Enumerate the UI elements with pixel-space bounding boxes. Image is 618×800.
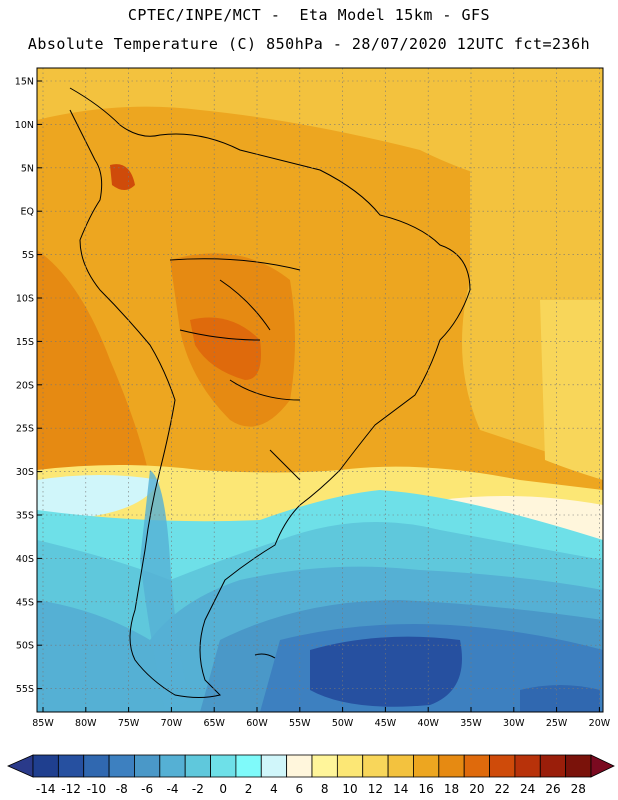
colorbar-under-arrow bbox=[7, 754, 34, 778]
lat-label: 15S bbox=[16, 337, 34, 348]
lat-label: 5N bbox=[21, 163, 34, 174]
colorbar-label: -2 bbox=[192, 782, 204, 796]
lon-label: 70W bbox=[161, 718, 183, 729]
lat-label: 40S bbox=[16, 554, 34, 565]
colorbar-label: -12 bbox=[61, 782, 81, 796]
colorbar-segment bbox=[463, 754, 490, 778]
colorbar-segment bbox=[260, 754, 288, 778]
colorbar-label: 22 bbox=[495, 782, 510, 796]
colorbar-label: 24 bbox=[520, 782, 535, 796]
colorbar-label: 14 bbox=[393, 782, 408, 796]
colorbar-segment bbox=[514, 754, 541, 778]
colorbar-segment bbox=[336, 754, 364, 778]
colorbar-label: 2 bbox=[245, 782, 253, 796]
colorbar-segment bbox=[32, 754, 59, 778]
colorbar-segment bbox=[565, 754, 592, 778]
lon-label: 20W bbox=[589, 718, 611, 729]
lon-label: 30W bbox=[503, 718, 525, 729]
colorbar-segment bbox=[83, 754, 110, 778]
lat-label: 20S bbox=[16, 380, 34, 391]
colorbar-label: 26 bbox=[545, 782, 560, 796]
colorbar-label: 16 bbox=[418, 782, 433, 796]
colorbar-label: 6 bbox=[295, 782, 303, 796]
colorbar-label: 18 bbox=[444, 782, 459, 796]
colorbar-segment bbox=[235, 754, 262, 778]
lat-label: 15N bbox=[15, 77, 34, 88]
colorbar-label: 20 bbox=[469, 782, 484, 796]
lat-label: 55S bbox=[16, 684, 34, 695]
lon-label: 40W bbox=[417, 718, 439, 729]
colorbar-segment bbox=[311, 754, 338, 778]
colorbar-label: -4 bbox=[167, 782, 179, 796]
colorbar-segment bbox=[210, 754, 237, 778]
lat-label: 50S bbox=[16, 641, 34, 652]
lat-label: EQ bbox=[21, 207, 34, 218]
colorbar-label: -6 bbox=[141, 782, 153, 796]
colorbar-segment bbox=[184, 754, 211, 778]
longitude-axis: 85W 80W 75W 70W 65W 60W 55W 50W 45W 40W 35W 30W 25W 2… bbox=[32, 707, 611, 729]
map-frame bbox=[36, 67, 604, 713]
lat-label: 10S bbox=[16, 294, 34, 305]
coastlines bbox=[69, 87, 471, 698]
colorbar-segment bbox=[413, 754, 440, 778]
lat-label: 35S bbox=[16, 511, 34, 522]
lon-label: 85W bbox=[32, 718, 54, 729]
lat-label: 30S bbox=[16, 467, 34, 478]
chart-title: CPTEC/INPE/MCT - Eta Model 15km - GFS bbox=[127, 6, 491, 24]
colorbar-label: 12 bbox=[368, 782, 383, 796]
lon-label: 75W bbox=[118, 718, 140, 729]
latitude-axis: 15N 10N 5N EQ 5S 10S 15S 20S 25S 30S 35S 40S 45S 50S 5… bbox=[15, 77, 42, 695]
lat-label: 5S bbox=[22, 250, 34, 261]
colorbar-segment bbox=[387, 754, 414, 778]
lat-label: 10N bbox=[15, 120, 34, 131]
lon-label: 80W bbox=[75, 718, 97, 729]
lon-label: 45W bbox=[375, 718, 397, 729]
lon-label: 25W bbox=[546, 718, 568, 729]
colorbar-label: 8 bbox=[321, 782, 329, 796]
lon-label: 60W bbox=[246, 718, 268, 729]
lon-label: 35W bbox=[460, 718, 482, 729]
colorbar-over-arrow bbox=[590, 754, 615, 778]
colorbar-segment bbox=[108, 754, 135, 778]
lat-lon-grid bbox=[37, 68, 603, 712]
colorbar-segment bbox=[57, 754, 85, 778]
colorbar-label: 28 bbox=[571, 782, 586, 796]
colorbar-segment bbox=[159, 754, 186, 778]
colorbar-segment bbox=[489, 754, 516, 778]
lon-label: 50W bbox=[332, 718, 354, 729]
chart-subtitle: Absolute Temperature (C) 850hPa - 28/07/… bbox=[27, 35, 591, 53]
colorbar-segment bbox=[286, 754, 313, 778]
colorbar-label: 0 bbox=[219, 782, 227, 796]
colorbar-label: -8 bbox=[116, 782, 128, 796]
colorbar: -14 -12 -10 -8 -6 -4 -2 0 2 4 6 8 10 12 14 16 18 20 22 24 26… bbox=[7, 754, 615, 796]
colorbar-label: -14 bbox=[36, 782, 56, 796]
colorbar-segment bbox=[539, 754, 567, 778]
colorbar-label: 4 bbox=[270, 782, 278, 796]
lat-label: 45S bbox=[16, 597, 34, 608]
colorbar-segment bbox=[362, 754, 389, 778]
lat-label: 25S bbox=[16, 424, 34, 435]
colorbar-label: 10 bbox=[342, 782, 357, 796]
lon-label: 65W bbox=[203, 718, 225, 729]
colorbar-segment bbox=[134, 754, 161, 778]
colorbar-label: -10 bbox=[87, 782, 107, 796]
temperature-field bbox=[37, 68, 603, 712]
lon-label: 55W bbox=[289, 718, 311, 729]
colorbar-segment bbox=[438, 754, 465, 778]
